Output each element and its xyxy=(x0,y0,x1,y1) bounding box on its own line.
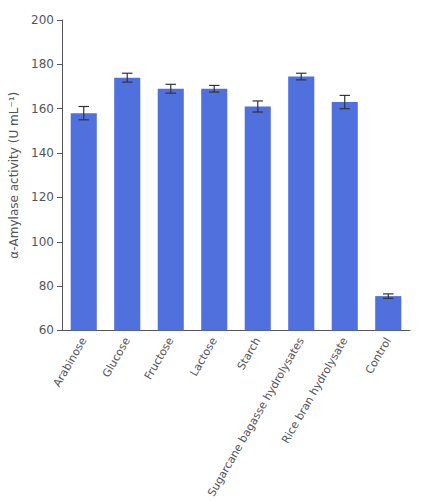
svg-text:180: 180 xyxy=(31,57,54,71)
svg-text:Sugarcane bagasse hydrolysates: Sugarcane bagasse hydrolysates xyxy=(205,335,307,499)
svg-text:Control: Control xyxy=(363,335,394,376)
svg-text:60: 60 xyxy=(39,323,54,337)
svg-text:80: 80 xyxy=(39,279,54,293)
svg-text:Starch: Starch xyxy=(234,335,263,372)
svg-text:α-Amylase activity (U mL⁻¹): α-Amylase activity (U mL⁻¹) xyxy=(7,92,21,259)
svg-text:Rice bran hydrolysate: Rice bran hydrolysate xyxy=(279,335,350,446)
svg-text:120: 120 xyxy=(31,190,54,204)
svg-text:Lactose: Lactose xyxy=(187,335,220,378)
svg-text:Arabinose: Arabinose xyxy=(51,335,90,389)
svg-text:140: 140 xyxy=(31,146,54,160)
svg-text:Fructose: Fructose xyxy=(142,335,177,382)
svg-text:Glucose: Glucose xyxy=(100,335,133,380)
svg-text:200: 200 xyxy=(31,13,54,27)
svg-text:160: 160 xyxy=(31,102,54,116)
svg-text:100: 100 xyxy=(31,235,54,249)
